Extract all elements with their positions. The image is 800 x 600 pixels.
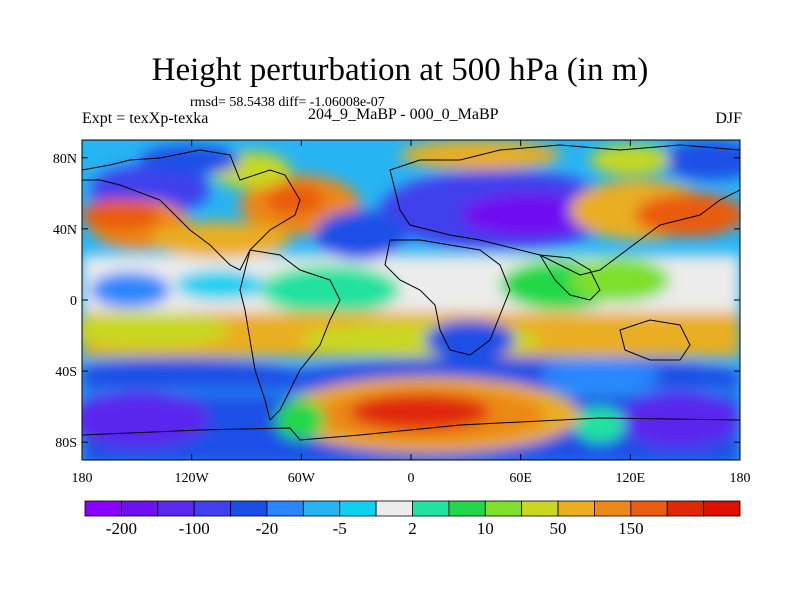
longitude-axis: 180 120W 60W 0 60E 120E 180	[72, 140, 751, 486]
lat-tick-label: 40S	[55, 365, 77, 380]
lat-tick-label: 0	[70, 294, 77, 309]
colorbar-swatch	[594, 500, 632, 517]
plot-title: Height perturbation at 500 hPa (in m)	[151, 52, 649, 88]
colorbar-label: 50	[550, 519, 567, 538]
colorbar-swatch	[302, 500, 341, 517]
lon-tick-label: 60E	[509, 471, 532, 486]
season-label: DJF	[715, 110, 742, 127]
colorbar-label: -20	[256, 519, 279, 538]
lon-tick-label: 180	[72, 471, 93, 486]
latitude-axis: 80N 40N 0 40S 80S	[53, 152, 740, 451]
lon-tick-label: 0	[408, 471, 415, 486]
rmsd-stats-label: rmsd= 58.5438 diff= -1.06008e-07	[190, 95, 385, 110]
lat-tick-label: 40N	[53, 223, 77, 238]
colorbar-swatch	[521, 500, 559, 517]
colorbar-label: 10	[477, 519, 494, 538]
colorbar-swatch	[448, 500, 486, 517]
colorbar-swatch	[266, 500, 304, 517]
colorbar-swatch	[84, 500, 122, 517]
colorbar-label: 2	[408, 519, 417, 538]
colorbar-swatch	[484, 500, 523, 517]
colorbar-swatch	[339, 500, 377, 517]
experiment-label: Expt = texXp-texka	[82, 110, 209, 127]
lon-tick-label: 120E	[616, 471, 646, 486]
colorbar: -200 -100 -20 -5 2 10 50 150	[84, 500, 741, 538]
period-label: 204_9_MaBP - 000_0_MaBP	[308, 106, 499, 123]
colorbar-label: 150	[618, 519, 644, 538]
colorbar-label: -5	[333, 519, 347, 538]
lat-tick-label: 80S	[55, 436, 77, 451]
colorbar-swatch	[193, 500, 231, 517]
height-field	[82, 140, 740, 460]
colorbar-swatch	[230, 500, 268, 517]
coastlines	[82, 144, 740, 441]
lon-tick-label: 120W	[175, 471, 210, 486]
colorbar-swatch	[666, 500, 705, 517]
colorbar-swatch	[703, 500, 741, 517]
colorbar-label: -100	[179, 519, 210, 538]
colorbar-swatch	[157, 500, 195, 517]
colorbar-swatch	[375, 500, 413, 517]
colorbar-swatch	[412, 500, 450, 517]
colorbar-swatch	[630, 500, 668, 517]
colorbar-swatch	[120, 500, 159, 517]
lon-tick-label: 180	[730, 471, 751, 486]
colorbar-swatch	[557, 500, 595, 517]
lat-tick-label: 80N	[53, 152, 77, 167]
colorbar-label: -200	[106, 519, 137, 538]
lon-tick-label: 60W	[288, 471, 316, 486]
